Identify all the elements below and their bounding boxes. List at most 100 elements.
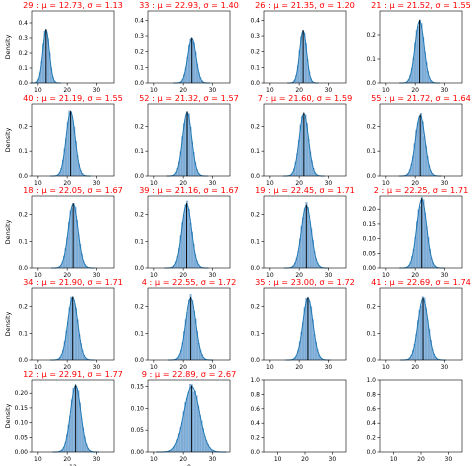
y-tick-label: 0.2 [134,49,144,56]
y-tick-label: 0.3 [134,33,144,40]
y-tick-label: 0.10 [131,405,145,412]
x-tick-label: 10 [150,87,158,94]
x-tick-label: 30 [441,272,449,279]
histogram-bar [184,118,187,177]
y-tick-label: 0.1 [134,148,144,155]
y-tick-label: 0.0 [366,357,376,364]
y-axis-label: Density [4,34,12,59]
y-tick-label: 0.2 [366,123,376,130]
y-tick-label: 0.6 [250,406,260,413]
histogram-bar [307,207,309,269]
histogram-bar [308,301,311,361]
y-tick-label: 0.1 [366,56,376,63]
subplot-17: 12 : μ = 22.91, σ = 1.77 0.00 0.05 0.10 0.15… [4,369,123,466]
y-tick-label: 0.0 [18,173,28,180]
y-tick-label: 0.2 [134,304,144,311]
histogram-bar [187,391,190,453]
subplot-3: 26 : μ = 21.35, σ = 1.20 0.0 0.1 0.2 0.3 0.4 1… [250,0,354,94]
histogram-bar [182,214,185,269]
y-tick-label: 0.2 [18,212,28,219]
x-tick-label: 30 [209,180,217,187]
x-tick-label: 30 [93,87,101,94]
y-tick-label: 0.2 [250,304,260,311]
y-tick-label: 0.2 [250,435,260,442]
y-tick-label: 0.1 [134,238,144,245]
y-tick-label: 0.1 [250,330,260,337]
histogram-bar [305,298,308,361]
y-tick-label: 0.2 [250,49,260,56]
y-tick-label: 0.2 [366,435,376,442]
x-tick-label: 30 [93,180,101,187]
x-tick-label: 30 [329,456,337,463]
x-tick-label: 20 [295,364,303,371]
histogram-bar [197,405,200,453]
y-tick-label: 0.00 [363,265,377,272]
y-tick-label: 0.15 [363,221,377,228]
x-tick-label: 20 [295,180,303,187]
y-tick-label: 0.0 [366,80,376,87]
y-tick-label: 0.1 [134,64,144,71]
y-tick-label: 0.0 [250,357,260,364]
x-tick-label: 10 [34,180,42,187]
histogram-bar [303,208,306,269]
histogram-bar [423,136,426,177]
y-tick-label: 0.0 [250,173,260,180]
histogram-bar [416,122,419,177]
axes-frame [147,195,231,269]
y-tick-label: 0.05 [131,427,145,434]
y-tick-label: 1.0 [366,377,376,384]
x-tick-label: 10 [382,180,390,187]
x-tick-label: 30 [209,87,217,94]
y-tick-label: 0.1 [18,65,28,72]
y-tick-label: 0.15 [15,405,29,412]
subplot-title: 35 : μ = 23.00, σ = 1.72 [255,277,355,287]
y-tick-label: 0.0 [250,80,260,87]
axes-frame [31,379,115,453]
x-tick-label: 10 [150,364,158,371]
y-tick-label: 0.4 [366,420,376,427]
subplot-title: 2 : μ = 22.25, σ = 1.71 [374,185,469,195]
x-tick-label: 10 [266,180,274,187]
histogram-bar [189,384,192,453]
x-tick-label: 30 [93,272,101,279]
y-tick-label: 0.0 [366,449,376,456]
histogram-bar [304,114,307,177]
histogram-bar [185,398,188,453]
y-tick-label: 0.20 [363,206,377,213]
histogram-bar [417,26,420,84]
x-tick-label: 20 [295,272,303,279]
y-tick-label: 0.1 [134,330,144,337]
y-tick-label: 0.2 [250,212,260,219]
histogram-bar [424,212,427,269]
subplot-2: 33 : μ = 22.93, σ = 1.40 0.0 0.1 0.2 0.3 0.4 1… [134,0,238,94]
histogram-bar [425,308,427,361]
axes-frame [263,379,347,453]
subplot-title: 26 : μ = 21.35, σ = 1.20 [255,0,355,10]
subplot-title: 39 : μ = 21.16, σ = 1.67 [139,185,239,195]
x-tick-label: 30 [209,272,217,279]
x-tick-label: 10 [150,180,158,187]
histogram-bar [302,217,305,269]
y-tick-label: 0.6 [366,406,376,413]
subplot-10: 39 : μ = 21.16, σ = 1.67 0.0 0.1 0.2 10 20 30 [134,185,238,279]
x-tick-label: 30 [441,180,449,187]
histogram-bar [181,422,184,453]
x-tick-label: 30 [93,456,101,463]
x-tick-label: 20 [179,272,187,279]
histogram-bar [189,222,192,269]
histogram-bar [420,305,423,361]
x-tick-label: 20 [63,272,71,279]
y-tick-label: 0.4 [250,420,260,427]
y-tick-label: 0.1 [366,330,376,337]
y-tick-label: 0.1 [18,148,28,155]
x-tick-label: 30 [209,364,217,371]
histogram-bar [308,220,311,269]
y-tick-label: 0.2 [134,123,144,130]
y-tick-label: 0.1 [250,238,260,245]
y-tick-label: 0.2 [250,123,260,130]
axes-frame [379,287,463,361]
axes-frame [147,103,231,177]
y-tick-label: 0.10 [15,420,29,427]
x-tick-label: 10 [390,456,398,463]
